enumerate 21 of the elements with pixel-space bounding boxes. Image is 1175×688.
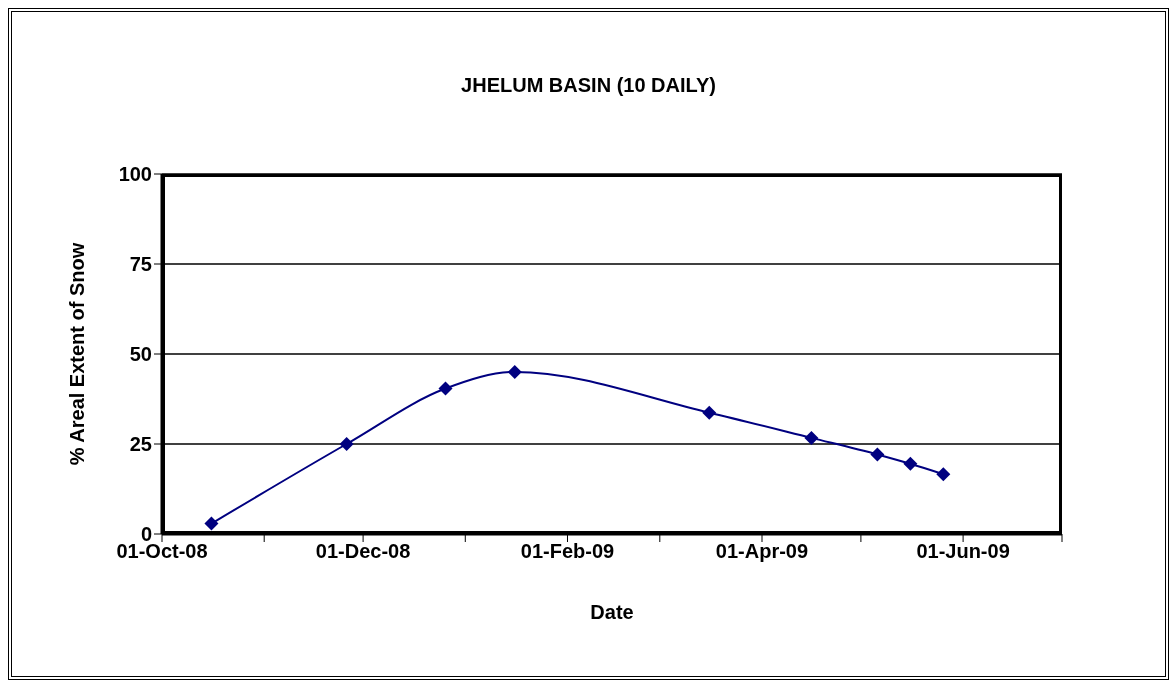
point bbox=[804, 430, 819, 445]
point bbox=[507, 365, 522, 379]
point bbox=[903, 456, 918, 471]
x-tick-label: 01-Feb-09 bbox=[520, 540, 615, 563]
point bbox=[204, 516, 219, 531]
point bbox=[936, 467, 951, 482]
chart-title: JHELUM BASIN (10 DAILY) bbox=[460, 74, 717, 98]
x-axis-title: Date bbox=[590, 601, 634, 623]
point bbox=[339, 437, 354, 451]
x-tick-label: 01-Apr-09 bbox=[715, 540, 809, 563]
y-axis-title: % Areal Extent of Snow bbox=[66, 242, 89, 466]
x-tick-label: 01-Jun-09 bbox=[916, 540, 1010, 563]
point bbox=[702, 405, 717, 420]
point bbox=[438, 381, 453, 396]
x-tick-label: 01-Oct-08 bbox=[116, 540, 208, 563]
y-tick-label: 25 bbox=[129, 433, 152, 456]
y-tick-label: 50 bbox=[129, 343, 152, 366]
y-tick-label: 100 bbox=[118, 163, 152, 186]
point bbox=[870, 447, 885, 462]
y-tick-label: 75 bbox=[129, 253, 152, 276]
x-tick-label: 01-Dec-08 bbox=[315, 540, 411, 563]
